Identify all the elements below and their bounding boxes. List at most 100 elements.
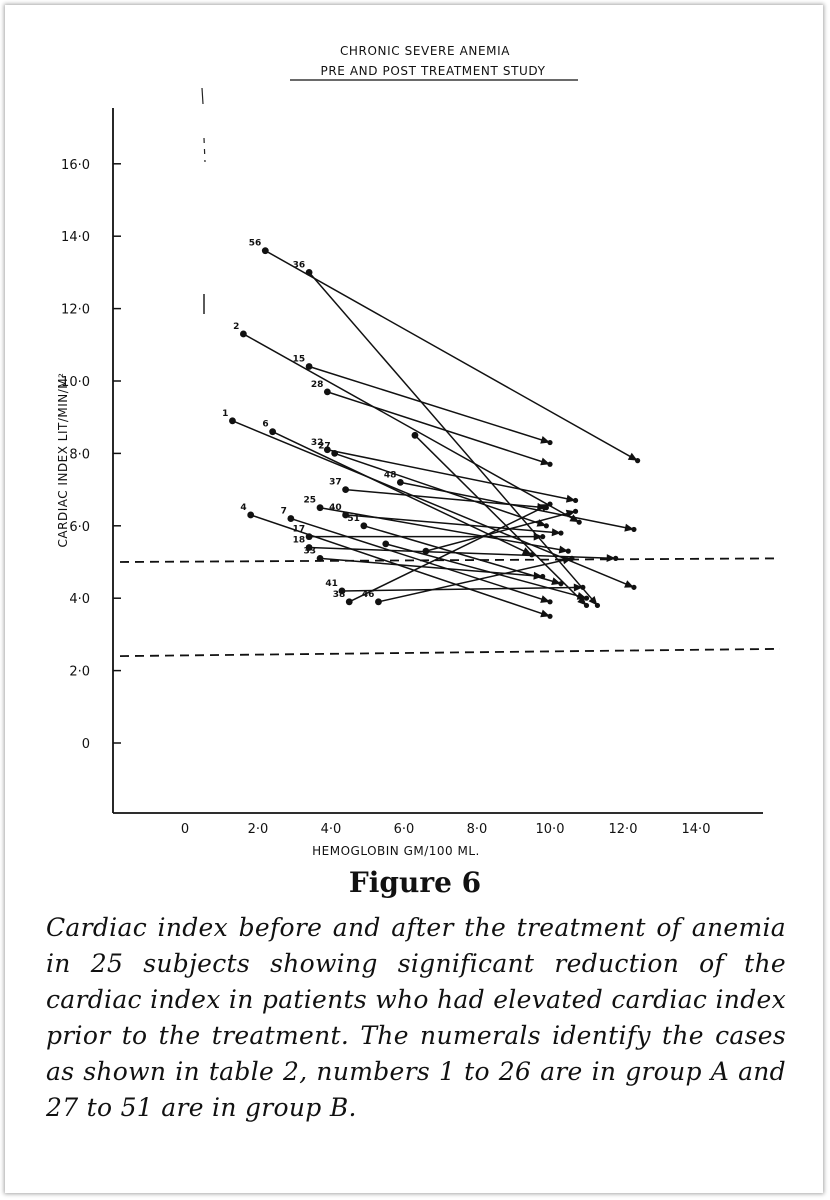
post-treatment-point [635,458,641,464]
case-label: 56 [249,239,262,249]
pre-treatment-point [229,417,236,425]
chart-canvas: CHRONIC SEVERE ANEMIA PRE AND POST TREAT… [56,44,781,858]
page-frame [5,5,823,1193]
x-tick-label: 12·0 [609,822,638,837]
post-treatment-point [580,584,586,590]
post-treatment-point [565,548,571,554]
reference-line [119,557,781,563]
post-treatment-point [543,523,549,529]
post-treatment-point [572,508,579,514]
pre-treatment-point [247,511,255,519]
figure-label: Figure 6 [348,866,482,899]
chart-title: CHRONIC SEVERE ANEMIA [340,44,510,58]
post-treatment-arrow [533,571,543,580]
pre-treatment-point [338,587,346,595]
post-treatment-arrow [540,457,550,466]
series-line [308,271,599,606]
post-treatment-arrow [588,596,598,606]
x-tick-label: 2·0 [248,822,269,837]
case-label: 2 [233,322,239,332]
pre-treatment-point [411,431,419,439]
post-treatment-point [576,519,582,525]
pre-treatment-point [396,478,404,486]
case-label: 51 [347,514,360,524]
case-label: 33 [304,546,317,556]
post-treatment-arrow [627,452,638,461]
x-tick-label: 14·0 [682,822,711,837]
pre-treatment-point [342,511,349,519]
series-line [348,503,551,603]
series-line [363,525,562,585]
chart-subtitle: PRE AND POST TREATMENT STUDY [320,64,545,78]
pre-treatment-point [323,388,331,396]
series-line [327,391,551,465]
series-line [345,488,547,509]
case-label: 32 [311,438,324,448]
y-tick-label: 4·0 [69,592,90,607]
post-treatment-point [547,599,553,605]
pre-treatment-point [342,486,349,493]
case-label: 18 [293,536,306,546]
series-line [264,250,638,462]
post-treatment-arrow [624,580,634,588]
post-treatment-arrow [551,528,561,537]
x-tick-label: 8·0 [467,822,488,837]
post-treatment-point [558,581,564,587]
pre-treatment-point [331,450,339,457]
post-treatment-point [572,497,579,504]
y-tick-label: 16·0 [61,158,90,173]
post-treatment-point [547,439,553,446]
scan-mark [203,137,206,163]
series-line [345,514,562,534]
post-treatment-arrow [577,596,587,606]
post-treatment-point [583,595,590,601]
pre-treatment-point [422,547,430,555]
x-tick-label: 6·0 [394,822,415,837]
case-label: 25 [304,496,317,506]
post-treatment-arrow [540,504,550,512]
series-line [414,434,588,606]
post-treatment-point [547,501,553,507]
post-treatment-point [547,613,553,619]
post-treatment-point [569,555,575,561]
reference-line [119,647,781,658]
pre-treatment-point [240,330,247,338]
pre-treatment-point [305,533,313,541]
y-tick-label: 0 [82,737,90,752]
y-axis-label: CARDIAC INDEX LIT/MIN/M² [56,373,70,548]
series-line [425,510,576,552]
post-treatment-arrow [569,514,580,523]
x-tick-label: 10·0 [536,822,565,837]
series-line [232,420,635,589]
pre-treatment-point [305,269,313,276]
case-label: 1 [222,409,228,419]
post-treatment-point [558,530,564,536]
post-treatment-point [540,573,546,580]
y-tick-label: 6·0 [69,520,90,535]
case-label: 15 [293,355,306,365]
case-label: 38 [333,590,346,600]
y-tick-label: 12·0 [61,303,90,318]
x-axis-label: HEMOGLOBIN GM/100 ML. [312,844,480,858]
case-label: 37 [329,478,342,488]
case-label: 48 [384,470,397,480]
post-treatment-point [547,461,553,467]
post-treatment-point [583,602,590,609]
series-line [378,557,573,603]
post-treatment-point [540,534,546,540]
pre-treatment-point [360,522,368,530]
pre-treatment-point [316,504,324,512]
case-label: 27 [318,441,331,451]
post-treatment-point [594,602,601,609]
case-label: 41 [325,579,338,589]
post-treatment-point [631,526,637,533]
post-treatment-arrow [573,583,583,592]
pre-treatment-point [345,598,353,606]
x-tick-label: 0 [181,822,189,837]
series-line [334,452,547,527]
pre-treatment-point [316,554,324,562]
pre-treatment-point [287,515,295,522]
pre-treatment-point [305,544,313,551]
y-tick-label: 14·0 [61,230,90,245]
post-treatment-point [631,584,637,590]
